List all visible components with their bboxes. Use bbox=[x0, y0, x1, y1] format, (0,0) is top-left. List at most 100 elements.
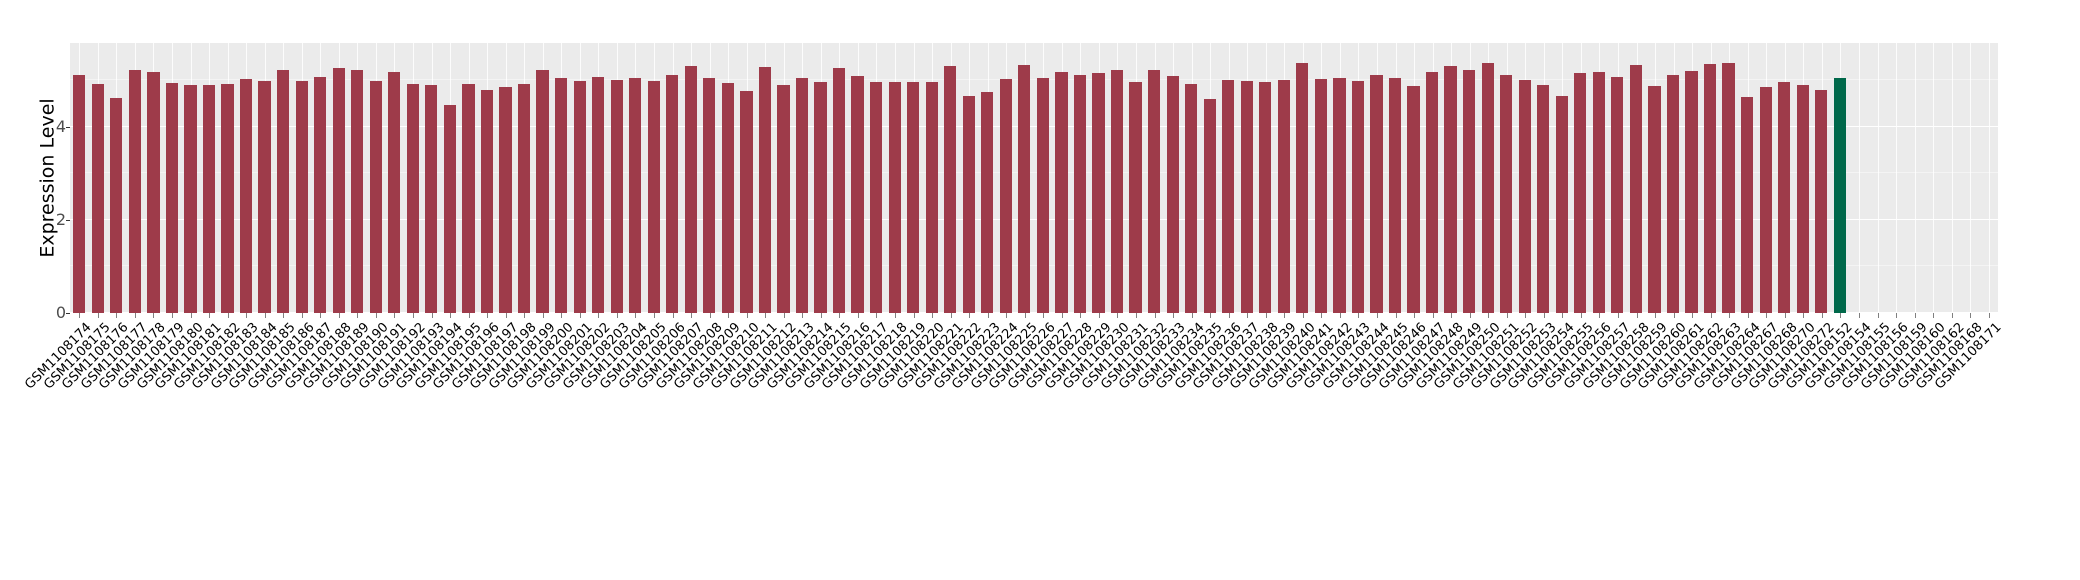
bar[interactable] bbox=[647, 81, 660, 313]
bar[interactable] bbox=[1073, 74, 1087, 313]
bar[interactable] bbox=[388, 71, 401, 313]
bar[interactable] bbox=[907, 82, 920, 313]
bar[interactable] bbox=[443, 105, 456, 313]
bar[interactable] bbox=[777, 84, 790, 313]
bar-slot bbox=[367, 43, 386, 313]
bar[interactable] bbox=[925, 82, 938, 313]
bar[interactable] bbox=[1481, 62, 1494, 313]
bar[interactable] bbox=[1611, 76, 1624, 313]
bar[interactable] bbox=[1314, 79, 1327, 313]
bar[interactable] bbox=[1036, 77, 1049, 313]
bar[interactable] bbox=[1092, 73, 1105, 313]
bar[interactable] bbox=[1518, 80, 1531, 313]
bar[interactable] bbox=[1555, 95, 1568, 313]
bar[interactable] bbox=[684, 65, 697, 313]
bar[interactable] bbox=[425, 85, 438, 313]
bar[interactable] bbox=[1110, 69, 1124, 313]
bar[interactable] bbox=[999, 78, 1012, 313]
bar[interactable] bbox=[888, 82, 901, 313]
bar[interactable] bbox=[1648, 85, 1661, 313]
bar[interactable] bbox=[1685, 70, 1698, 313]
bar[interactable] bbox=[1129, 82, 1142, 313]
bar[interactable] bbox=[610, 79, 623, 313]
bar[interactable] bbox=[851, 75, 864, 313]
bar[interactable] bbox=[1333, 78, 1346, 313]
bar[interactable] bbox=[351, 70, 364, 313]
bar[interactable] bbox=[814, 82, 827, 313]
bar[interactable] bbox=[1833, 77, 1846, 313]
bar[interactable] bbox=[110, 97, 123, 313]
bar[interactable] bbox=[981, 91, 994, 313]
bar[interactable] bbox=[221, 83, 234, 313]
bar[interactable] bbox=[295, 80, 308, 313]
bar[interactable] bbox=[740, 90, 753, 313]
x-tick-mark bbox=[1821, 313, 1823, 318]
bar[interactable] bbox=[406, 83, 419, 313]
bar[interactable] bbox=[573, 81, 586, 313]
bar[interactable] bbox=[91, 83, 104, 313]
bar[interactable] bbox=[332, 68, 345, 313]
bar[interactable] bbox=[147, 71, 160, 313]
bar[interactable] bbox=[1370, 75, 1383, 313]
bar[interactable] bbox=[1203, 98, 1216, 313]
bar[interactable] bbox=[499, 86, 512, 313]
bar[interactable] bbox=[369, 81, 382, 313]
bar[interactable] bbox=[1222, 80, 1235, 313]
bar[interactable] bbox=[554, 77, 568, 313]
bar[interactable] bbox=[1018, 64, 1031, 313]
bar[interactable] bbox=[1740, 96, 1754, 313]
bar[interactable] bbox=[1147, 70, 1161, 313]
bar[interactable] bbox=[184, 85, 197, 313]
bar[interactable] bbox=[165, 82, 179, 313]
bar[interactable] bbox=[239, 78, 253, 313]
bar[interactable] bbox=[1425, 71, 1439, 313]
bar[interactable] bbox=[962, 95, 975, 313]
bar[interactable] bbox=[1351, 80, 1365, 313]
bar[interactable] bbox=[1592, 71, 1605, 313]
bar[interactable] bbox=[758, 67, 772, 313]
bar[interactable] bbox=[703, 78, 716, 313]
bar[interactable] bbox=[128, 70, 141, 313]
bar[interactable] bbox=[1185, 83, 1198, 313]
bar[interactable] bbox=[1055, 71, 1068, 313]
bar[interactable] bbox=[1277, 79, 1290, 313]
bar[interactable] bbox=[832, 68, 846, 313]
bar[interactable] bbox=[1629, 65, 1642, 313]
bar[interactable] bbox=[536, 70, 549, 313]
bar[interactable] bbox=[1444, 66, 1457, 313]
bar[interactable] bbox=[517, 83, 531, 313]
bar[interactable] bbox=[1778, 81, 1791, 313]
bar[interactable] bbox=[1407, 85, 1420, 313]
bar[interactable] bbox=[1166, 76, 1179, 313]
bar[interactable] bbox=[666, 74, 679, 313]
bar[interactable] bbox=[314, 77, 327, 313]
bar[interactable] bbox=[721, 82, 734, 313]
bar[interactable] bbox=[795, 77, 809, 313]
bar[interactable] bbox=[870, 81, 883, 313]
bar[interactable] bbox=[1574, 73, 1587, 313]
bar[interactable] bbox=[1537, 84, 1550, 313]
bar[interactable] bbox=[1796, 84, 1809, 313]
bar[interactable] bbox=[202, 84, 216, 313]
bar[interactable] bbox=[1259, 82, 1272, 313]
x-tick-mark bbox=[1580, 313, 1582, 318]
bar[interactable] bbox=[1240, 81, 1253, 313]
bar[interactable] bbox=[1703, 64, 1717, 313]
bar[interactable] bbox=[629, 77, 642, 313]
bar[interactable] bbox=[480, 90, 494, 313]
bar[interactable] bbox=[1296, 62, 1309, 313]
bar[interactable] bbox=[1500, 74, 1513, 313]
bar[interactable] bbox=[1388, 77, 1402, 313]
bar[interactable] bbox=[944, 66, 957, 313]
bar[interactable] bbox=[1666, 74, 1680, 313]
bar[interactable] bbox=[277, 70, 290, 313]
bar[interactable] bbox=[1463, 69, 1476, 313]
bar[interactable] bbox=[1759, 87, 1772, 313]
bar[interactable] bbox=[592, 76, 605, 313]
bar[interactable] bbox=[258, 81, 271, 313]
bar-slot bbox=[1497, 43, 1516, 313]
bar[interactable] bbox=[1815, 89, 1828, 313]
bar[interactable] bbox=[462, 83, 475, 313]
bar[interactable] bbox=[73, 74, 86, 313]
bar[interactable] bbox=[1722, 62, 1735, 313]
